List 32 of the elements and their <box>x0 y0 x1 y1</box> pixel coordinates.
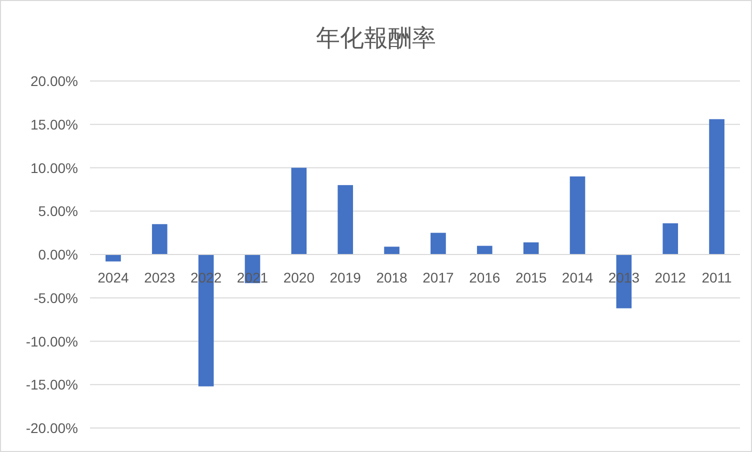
y-tick-label: 15.00% <box>30 116 78 132</box>
y-tick-label: -20.00% <box>26 420 78 436</box>
bar <box>152 224 168 254</box>
y-tick-label: -10.00% <box>26 333 78 350</box>
x-tick-label: 2017 <box>422 270 454 286</box>
x-tick-label: 2023 <box>144 270 176 286</box>
y-tick-label: 5.00% <box>38 203 78 220</box>
y-tick-label: 20.00% <box>30 73 78 89</box>
bar <box>570 176 586 254</box>
y-tick-label: -5.00% <box>34 290 78 306</box>
bar <box>709 119 724 254</box>
bar <box>384 246 400 254</box>
x-tick-label: 2020 <box>283 270 315 286</box>
chart-title: 年化報酬率 <box>316 25 436 52</box>
x-tick-label: 2019 <box>330 270 362 286</box>
x-tick-label: 2014 <box>562 270 594 286</box>
x-tick-label: 2015 <box>515 270 547 286</box>
bar <box>291 168 307 254</box>
x-tick-label: 2018 <box>376 270 408 286</box>
x-tick-label: 2012 <box>654 270 686 286</box>
bar <box>662 223 678 254</box>
bar <box>338 185 354 254</box>
bar <box>106 254 121 262</box>
y-tick-label: 10.00% <box>30 160 78 176</box>
bar <box>430 232 446 254</box>
bar <box>476 246 492 254</box>
x-tick-label: 2011 <box>702 270 732 286</box>
y-tick-label: 0.00% <box>38 246 78 262</box>
bar <box>523 242 539 254</box>
y-tick-label: -15.00% <box>26 376 78 393</box>
x-tick-label: 2024 <box>98 270 129 286</box>
x-tick-label: 2016 <box>469 270 500 286</box>
